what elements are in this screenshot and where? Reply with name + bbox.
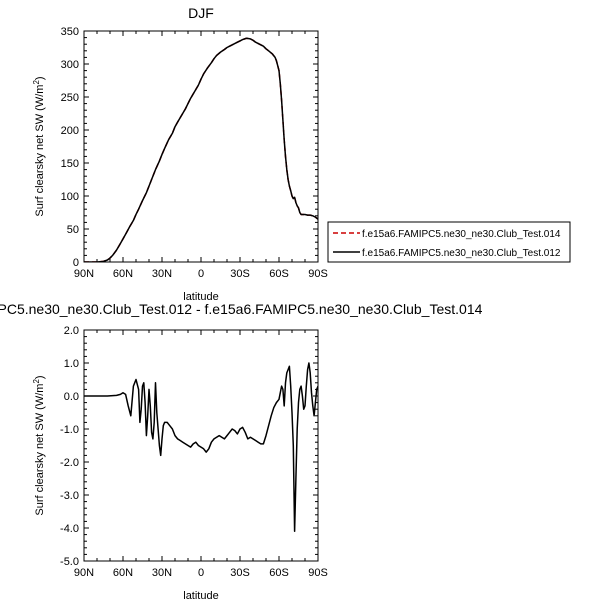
y-tick-label: 250 bbox=[61, 92, 79, 104]
legend-label-0: f.e15a6.FAMIPC5.ne30_ne30.Club_Test.014 bbox=[362, 229, 561, 240]
y-axis-label-sup: 2 bbox=[32, 379, 41, 384]
y-axis-label: Surf clearsky net SW (W/m2) bbox=[32, 375, 46, 515]
x-tick-label: 60N bbox=[113, 567, 133, 579]
x-tick-label: 90S bbox=[308, 567, 328, 579]
y-tick-label: 50 bbox=[67, 224, 79, 236]
x-tick-label: 90N bbox=[74, 268, 94, 280]
x-tick-label: 0 bbox=[198, 268, 204, 280]
y-tick-label: -5.0 bbox=[60, 556, 79, 568]
y-axis-label: Surf clearsky net SW (W/m2) bbox=[32, 76, 46, 216]
x-tick-label: 0 bbox=[198, 567, 204, 579]
x-tick-label: 30N bbox=[152, 268, 172, 280]
x-tick-label: 60S bbox=[269, 567, 289, 579]
y-axis-label-close: ) bbox=[34, 76, 46, 80]
x-tick-label: 90N bbox=[74, 567, 94, 579]
y-tick-label: -3.0 bbox=[60, 490, 79, 502]
y-tick-label: 1.0 bbox=[64, 358, 79, 370]
plot-frame bbox=[83, 30, 319, 263]
y-tick-label: 300 bbox=[61, 59, 79, 71]
top-panel: DJF 90N 60N 30N 0 30S 60S 90S 0 50 100 150 200 250 300… bbox=[32, 5, 571, 303]
y-tick-label: -4.0 bbox=[60, 523, 79, 535]
x-axis-label: latitude bbox=[183, 590, 218, 602]
x-tick-label: 90S bbox=[308, 268, 328, 280]
y-tick-label: -2.0 bbox=[60, 457, 79, 469]
legend-box bbox=[327, 221, 571, 263]
y-axis-label-main: Surf clearsky net SW (W/m bbox=[34, 85, 46, 217]
x-tick-label: 30N bbox=[152, 567, 172, 579]
y-axis-label-sup: 2 bbox=[32, 80, 41, 85]
series-line-0 bbox=[84, 37, 318, 262]
y-tick-label: -1.0 bbox=[60, 424, 79, 436]
y-tick-label: 0 bbox=[73, 257, 79, 269]
x-tick-label: 60N bbox=[113, 268, 133, 280]
bottom-panel: IPC5.ne30_ne30.Club_Test.012 - f.e15a6.F… bbox=[0, 301, 483, 602]
y-tick-label: 150 bbox=[61, 158, 79, 170]
legend-label-1: f.e15a6.FAMIPC5.ne30_ne30.Club_Test.012 bbox=[362, 248, 561, 259]
y-tick-label: 100 bbox=[61, 191, 79, 203]
y-tick-label: 0.0 bbox=[64, 391, 79, 403]
chart-title: IPC5.ne30_ne30.Club_Test.012 - f.e15a6.F… bbox=[0, 301, 483, 317]
x-tick-label: 30S bbox=[230, 268, 250, 280]
y-axis-label-close: ) bbox=[34, 375, 46, 379]
plot-frame bbox=[83, 329, 319, 562]
y-tick-label: 2.0 bbox=[64, 325, 79, 337]
series-line-0 bbox=[84, 362, 318, 533]
y-axis-label-main: Surf clearsky net SW (W/m bbox=[34, 384, 46, 516]
y-tick-label: 200 bbox=[61, 125, 79, 137]
chart-title: DJF bbox=[188, 5, 214, 21]
x-axis-label: latitude bbox=[183, 291, 218, 303]
series-line-1 bbox=[84, 37, 318, 262]
x-tick-label: 30S bbox=[230, 567, 250, 579]
y-tick-label: 350 bbox=[61, 26, 79, 38]
x-tick-label: 60S bbox=[269, 268, 289, 280]
